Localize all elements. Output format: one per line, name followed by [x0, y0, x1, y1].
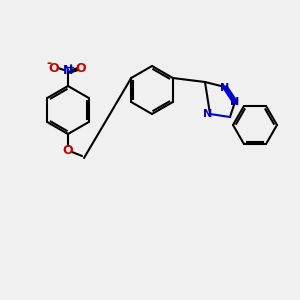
Text: N: N [230, 97, 240, 107]
Text: +: + [67, 63, 75, 73]
Text: N: N [63, 64, 73, 76]
Text: N: N [203, 109, 213, 119]
Text: O: O [76, 61, 86, 74]
Text: -: - [46, 58, 52, 70]
Text: O: O [63, 143, 73, 157]
Text: N: N [220, 83, 230, 93]
Text: O: O [49, 61, 59, 74]
